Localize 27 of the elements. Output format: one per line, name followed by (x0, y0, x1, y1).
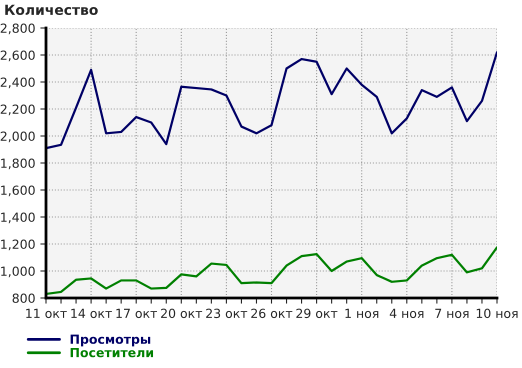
y-tick-label: 1,000 (1, 266, 35, 278)
x-tick-label: 4 ноя (390, 308, 424, 318)
chart-title: Количество (5, 4, 98, 16)
y-tick-label: 800 (12, 293, 35, 303)
y-tick-label: 2,600 (0, 50, 35, 62)
x-tick-label: 23 окт (206, 308, 248, 318)
legend-label: Просмотры (70, 334, 150, 346)
x-tick-label: 17 окт (116, 308, 158, 318)
x-tick-label: 1 ноя (345, 308, 378, 318)
x-tick-label: 20 окт (161, 308, 202, 318)
y-tick-label: 1,600 (1, 185, 35, 196)
y-tick-label: 2,200 (0, 104, 35, 116)
x-tick-label: 7 ноя (435, 308, 468, 318)
line-series (46, 51, 497, 150)
legend-label: Посетители (70, 348, 154, 358)
y-tick-label: 1,800 (1, 158, 35, 170)
y-tick-label: 1,200 (1, 239, 35, 250)
x-tick-label: 26 окт (251, 308, 292, 318)
x-tick-label: 14 окт (71, 308, 112, 318)
x-tick-label: 29 окт (296, 308, 338, 318)
y-tick-label: 2,000 (0, 131, 35, 142)
x-tick-label: 11 окт (26, 308, 67, 318)
x-tick-label: 10 ноя (476, 308, 518, 318)
y-tick-label: 2,400 (0, 77, 35, 88)
y-tick-label: 1,400 (1, 212, 35, 224)
line-series (46, 246, 497, 296)
y-tick-label: 2,800 (0, 23, 35, 34)
